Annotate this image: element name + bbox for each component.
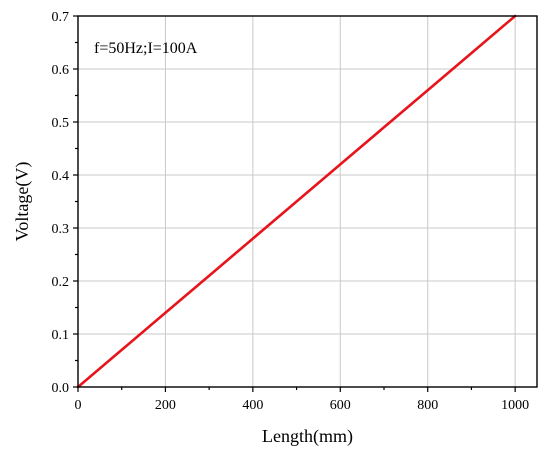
chart-annotation: f=50Hz;I=100A xyxy=(94,40,198,57)
y-tick-label: 0.3 xyxy=(52,222,70,237)
y-tick-label: 0.2 xyxy=(52,275,70,290)
x-tick-label: 200 xyxy=(155,398,176,413)
x-tick-label: 800 xyxy=(417,398,438,413)
grid-lines xyxy=(78,16,537,387)
x-tick-label: 600 xyxy=(330,398,351,413)
y-tick-label: 0.7 xyxy=(52,10,70,25)
x-axis-title: Length(mm) xyxy=(262,426,353,447)
y-tick-label: 0.4 xyxy=(52,169,70,184)
y-tick-label: 0.0 xyxy=(52,381,70,396)
y-axis-title: Voltage(V) xyxy=(12,162,33,242)
series-layer xyxy=(76,14,517,389)
plot-frame xyxy=(77,15,538,388)
y-tick-label: 0.6 xyxy=(52,63,70,78)
y-tick-label: 0.1 xyxy=(52,328,70,343)
x-tick-label: 1000 xyxy=(501,398,529,413)
y-tick-label: 0.5 xyxy=(52,116,70,131)
x-tick-label: 400 xyxy=(242,398,263,413)
x-tick-label: 0 xyxy=(75,398,82,413)
series-line xyxy=(76,14,517,389)
axis-ticks xyxy=(73,15,516,392)
tick-labels: 0 200 400 600 800 1000 0.0 0.1 0.2 0.3 0.4 0.5 0.6 0.… xyxy=(52,10,530,413)
